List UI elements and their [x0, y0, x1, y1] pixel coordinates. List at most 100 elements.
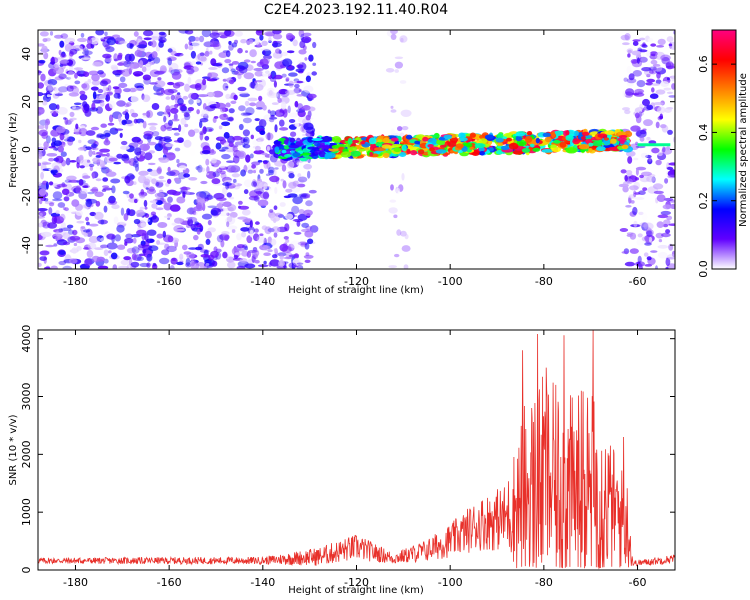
heatmap-noise-cell	[304, 57, 308, 61]
heatmap-noise-cell	[654, 51, 666, 60]
heatmap-noise-cell	[215, 142, 222, 150]
heatmap-noise-cell	[201, 152, 212, 160]
heatmap-noise-cell	[275, 48, 281, 54]
colorbar-ticks: 0.0 0.2 0.4 0.6	[697, 55, 736, 278]
heatmap-noise-cell	[231, 70, 239, 75]
heatmap-noise-cell	[126, 66, 132, 72]
heatmap-noise-cell	[178, 172, 187, 180]
heatmap-noise-cell	[202, 76, 211, 79]
heatmap-noise-cell	[149, 82, 158, 85]
heatmap-noise-cell	[134, 49, 143, 57]
heatmap-noise-cell	[38, 143, 42, 146]
heatmap-signal-cell	[542, 132, 551, 138]
heatmap-noise-cell	[288, 80, 294, 88]
heatmap-noise-cell	[228, 167, 239, 173]
heatmap-noise-cell	[389, 199, 397, 203]
heatmap-noise-cell	[192, 39, 201, 48]
heatmap-noise-cell	[269, 259, 281, 267]
heatmap-signal-cell	[565, 134, 574, 141]
heatmap-noise-cell	[127, 209, 136, 217]
heatmap-noise-cell	[54, 87, 60, 95]
heatmap-noise-cell	[60, 227, 72, 232]
heatmap-noise-cell	[296, 64, 304, 69]
heatmap-noise-cell	[185, 258, 191, 266]
heatmap-noise-cell	[106, 152, 110, 157]
heatmap-noise-cell	[159, 257, 170, 265]
heatmap-noise-cell	[311, 71, 318, 76]
heatmap-noise-cell	[294, 83, 300, 89]
heatmap-noise-cell	[648, 70, 654, 74]
heatmap-noise-cell	[196, 196, 207, 205]
heatmap-noise-cell	[204, 197, 209, 202]
heatmap-noise-cell	[75, 185, 82, 194]
heatmap-noise-cell	[124, 109, 129, 113]
heatmap-signal-cell	[596, 146, 606, 152]
heatmap-noise-cell	[639, 56, 648, 63]
heatmap-noise-cell	[290, 131, 297, 137]
heatmap-noise-cell	[664, 107, 672, 113]
heatmap-noise-cell	[303, 209, 313, 216]
colorbar-tick-label: 0.0	[697, 260, 710, 278]
heatmap-noise-cell	[671, 83, 675, 90]
heatmap-noise-cell	[308, 189, 317, 194]
heatmap-noise-cell	[249, 220, 253, 228]
heatmap-noise-cell	[83, 184, 90, 189]
heatmap-noise-cell	[632, 41, 639, 46]
heatmap-noise-cell	[253, 67, 264, 72]
heatmap-noise-cell	[82, 101, 88, 108]
heatmap-noise-cell	[644, 264, 653, 267]
heatmap-noise-cell	[170, 107, 179, 114]
heatmap-noise-cell	[241, 231, 247, 238]
heatmap-noise-cell	[183, 251, 192, 255]
heatmap-signal-cell	[438, 137, 446, 141]
heatmap-noise-cell	[224, 144, 236, 153]
heatmap-noise-cell	[225, 78, 233, 81]
heatmap-signal-cell	[474, 143, 486, 149]
heatmap-noise-cell	[666, 91, 674, 95]
heatmap-signal-cell	[374, 147, 386, 152]
heatmap-noise-cell	[38, 151, 43, 160]
heatmap-noise-cell	[52, 198, 63, 202]
heatmap-noise-cell	[627, 49, 632, 54]
heatmap-noise-cell	[43, 197, 49, 202]
heatmap-noise-cell	[70, 106, 81, 111]
heatmap-noise-cell	[83, 232, 88, 237]
heatmap-noise-cell	[287, 105, 291, 114]
heatmap-noise-cell	[155, 207, 164, 211]
heatmap-noise-cell	[158, 189, 164, 194]
heatmap-noise-cell	[124, 241, 128, 246]
heatmap-noise-cell	[79, 165, 85, 169]
heatmap-noise-cell	[279, 243, 289, 252]
heatmap-noise-cell	[111, 66, 119, 71]
heatmap-noise-cell	[267, 92, 279, 98]
heatmap-noise-cell	[643, 252, 649, 257]
heatmap-noise-cell	[95, 30, 105, 36]
heatmap-noise-cell	[190, 223, 196, 231]
heatmap-noise-cell	[305, 252, 310, 257]
heatmap-noise-cell	[96, 134, 102, 139]
heatmap-noise-cell	[255, 107, 264, 110]
heatmap-noise-cell	[650, 59, 658, 65]
heatmap-noise-cell	[656, 71, 661, 79]
heatmap-noise-cell	[87, 37, 92, 45]
heatmap-noise-cell	[250, 134, 254, 140]
heatmap-noise-cell	[115, 73, 121, 77]
heatmap-noise-cell	[107, 85, 112, 92]
heatmap-noise-cell	[88, 235, 99, 244]
heatmap-noise-cell	[68, 179, 80, 183]
heatmap-signal-cell	[360, 141, 366, 145]
heatmap-noise-cell	[305, 131, 314, 137]
heatmap-noise-cell	[668, 95, 675, 98]
heatmap-noise-cell	[230, 68, 236, 73]
heatmap-noise-cell	[82, 175, 91, 179]
heatmap-noise-cell	[190, 148, 196, 157]
heatmap-noise-cell	[78, 179, 84, 186]
heatmap-noise-cell	[172, 82, 181, 89]
x-tick-label: -60	[629, 576, 647, 589]
heatmap-noise-cell	[117, 114, 122, 122]
heatmap-noise-cell	[259, 130, 266, 135]
heatmap-noise-cell	[176, 159, 180, 164]
heatmap-noise-cell	[237, 86, 247, 92]
heatmap-noise-cell	[208, 128, 213, 132]
heatmap-noise-cell	[105, 171, 117, 177]
